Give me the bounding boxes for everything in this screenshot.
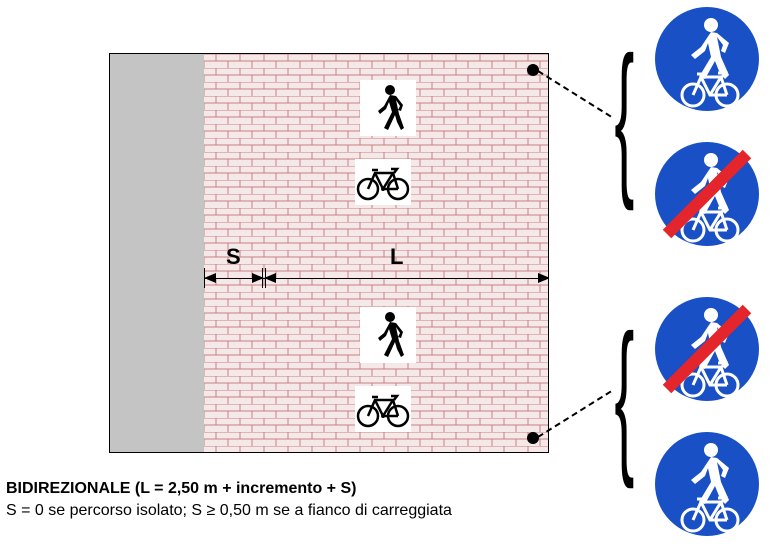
caption-line2: S = 0 se percorso isolato; S ≥ 0,50 m se…: [6, 500, 452, 522]
sign-ped-bike-start-top: [653, 5, 761, 113]
bicycle-icon-lower: [355, 386, 411, 432]
sign-ped-bike-end-bottom: [653, 295, 761, 403]
label-l: L: [390, 244, 403, 270]
label-s: S: [226, 244, 241, 270]
gray-shoulder: [110, 54, 204, 452]
brace-bottom: {: [614, 310, 634, 480]
sign-ped-bike-end-top: [653, 140, 761, 248]
l-arrow-right: [538, 273, 549, 283]
l-arrow-line: [264, 278, 549, 279]
pedestrian-icon-upper: [360, 80, 416, 136]
caption-line1: BIDIREZIONALE (L = 2,50 m + incremento +…: [6, 478, 452, 500]
tick-mid-2: [265, 268, 266, 288]
brace-top: {: [614, 32, 634, 202]
bicycle-icon-upper: [355, 159, 411, 205]
tick-left: [204, 268, 205, 288]
s-arrow-left: [204, 273, 216, 283]
path-diagram: S L: [109, 53, 549, 453]
sign-ped-bike-start-bottom: [653, 430, 761, 538]
caption: BIDIREZIONALE (L = 2,50 m + incremento +…: [6, 478, 452, 523]
callout-dot-bottom: [527, 432, 539, 444]
tick-mid-1: [262, 268, 263, 288]
pedestrian-icon-lower: [360, 307, 416, 363]
